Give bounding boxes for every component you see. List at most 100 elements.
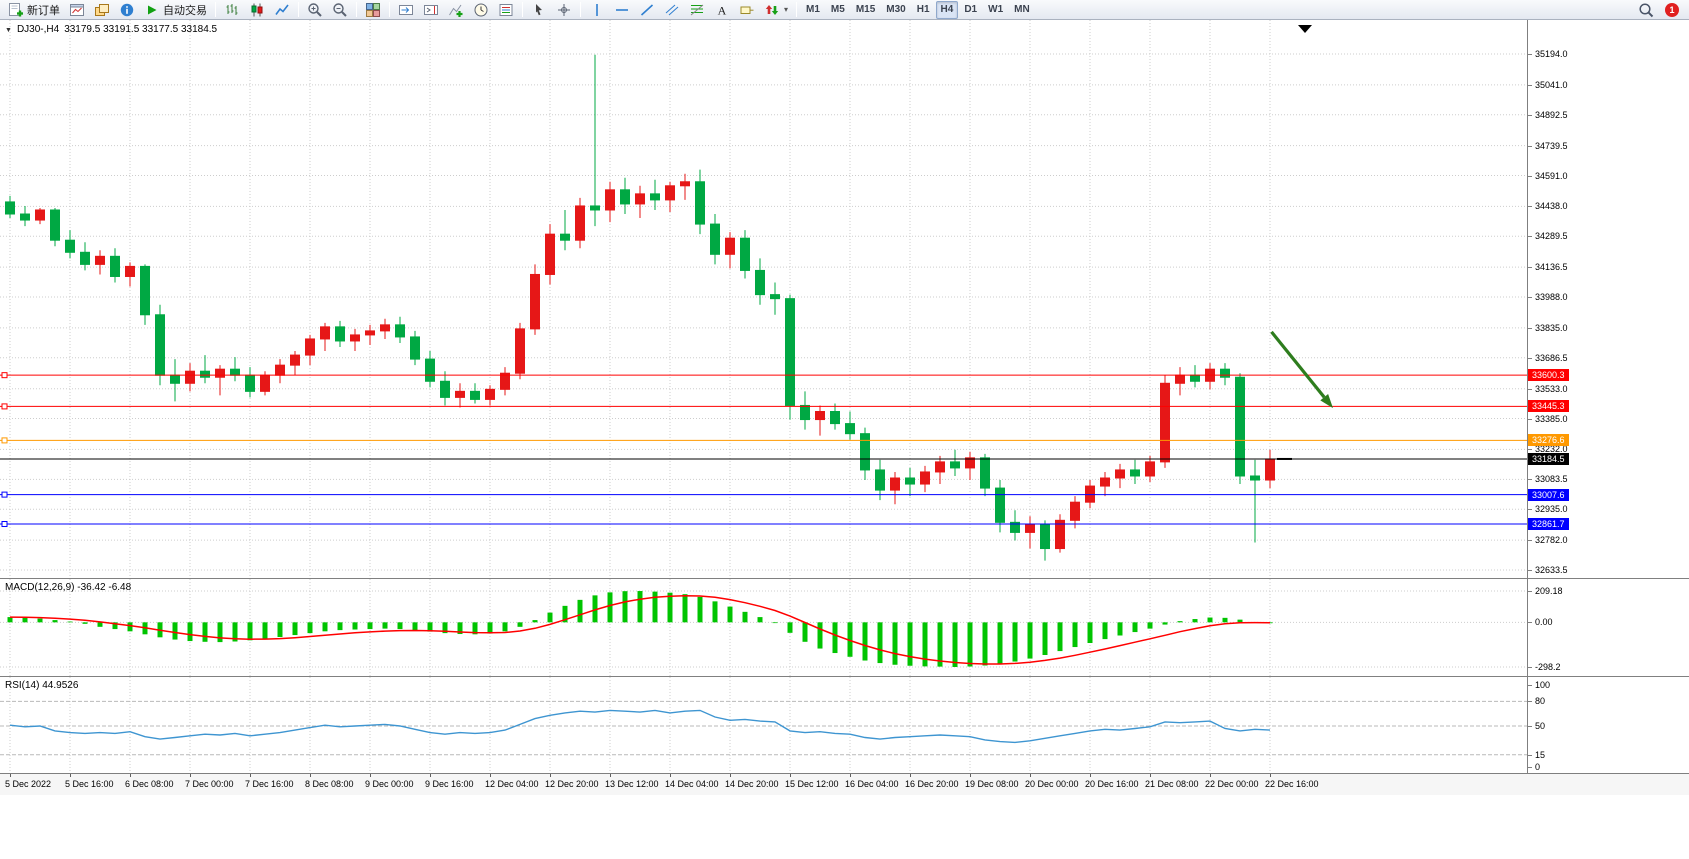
time-axis-label: 7 Dec 16:00	[245, 779, 294, 789]
arrows-button[interactable]	[760, 1, 792, 19]
timeframe-d1-button[interactable]: D1	[964, 4, 978, 15]
bars-chart-button[interactable]	[220, 1, 244, 19]
horizontal-line[interactable]	[0, 403, 1527, 410]
rsi-axis[interactable]: 100 80 50 15 0	[1527, 677, 1689, 773]
panel-splitter[interactable]	[0, 676, 1689, 677]
time-axis-tick	[850, 774, 851, 777]
time-axis-tick	[70, 774, 71, 777]
trendline-icon	[639, 2, 655, 18]
horizontal-line[interactable]	[0, 372, 1527, 379]
autotrading-button-label: 自动交易	[163, 4, 207, 17]
notifications-badge[interactable]: 1	[1665, 2, 1679, 17]
bottom-empty-area	[0, 795, 1689, 859]
fibo-icon	[689, 2, 705, 18]
new-order-icon	[8, 2, 24, 18]
info-icon	[119, 2, 135, 18]
price-line-tag: 33007.6	[1528, 488, 1569, 501]
time-axis-tick	[310, 774, 311, 777]
zoom-in-button[interactable]	[303, 1, 327, 19]
time-axis-tick	[490, 774, 491, 777]
timeframe-m30-button[interactable]: M30	[886, 4, 906, 15]
rsi-line	[9, 709, 1271, 744]
profiles-button[interactable]	[90, 1, 114, 19]
autotrading-icon	[144, 2, 160, 18]
channel-button[interactable]	[660, 1, 684, 19]
price-axis-label: 33083.5	[1528, 474, 1568, 485]
timeframe-h4-button[interactable]: H4	[935, 0, 959, 19]
rsi-label: RSI(14) 44.9526	[5, 680, 79, 691]
timeframe-w1-button[interactable]: W1	[988, 4, 1004, 15]
time-axis-tick	[190, 774, 191, 777]
macd-histogram	[7, 591, 1273, 667]
line-chart-button[interactable]	[270, 1, 294, 19]
horizontal-line[interactable]	[0, 437, 1527, 444]
templates-button[interactable]	[494, 1, 518, 19]
time-axis-label: 5 Dec 2022	[5, 779, 52, 789]
price-axis[interactable]: 35194.0 35041.0 34892.5 34739.5 34591.0 34438…	[1527, 20, 1689, 578]
horizontal-line-button[interactable]	[610, 1, 634, 19]
horizontal-line[interactable]	[0, 521, 1527, 528]
macd-signal-line	[9, 594, 1271, 665]
horizontal-line[interactable]	[0, 491, 1527, 498]
label-button[interactable]	[735, 1, 759, 19]
time-axis-tick	[970, 774, 971, 777]
profiles-icon	[94, 2, 110, 18]
vertical-line-button[interactable]	[585, 1, 609, 19]
text-button[interactable]: A	[710, 1, 734, 19]
arrow-annotation[interactable]	[1270, 330, 1334, 409]
price-line-tag: 33276.6	[1528, 434, 1569, 447]
time-axis-label: 22 Dec 16:00	[1265, 779, 1319, 789]
tile-windows-button[interactable]	[361, 1, 385, 19]
autotrading-button[interactable]: 自动交易	[140, 1, 211, 19]
indicators-button[interactable]	[444, 1, 468, 19]
chart-ohlc-title: DJ30-,H4 33179.5 33191.5 33177.5 33184.5	[5, 24, 217, 35]
macd-panel: 209.18 0.00 -298.2 MACD(12,26,9) -36.42 -6…	[0, 579, 1689, 676]
timeframe-mn-button[interactable]: MN	[1014, 4, 1030, 15]
price-line-tag: 33445.3	[1528, 400, 1569, 413]
price-axis-label: 33385.0	[1528, 413, 1568, 424]
grid-layer	[0, 579, 1527, 676]
toolbar-separator	[298, 2, 299, 17]
chart-shift-marker[interactable]	[1298, 25, 1312, 33]
new-order-button[interactable]: 新订单	[4, 1, 64, 19]
time-axis-label: 22 Dec 00:00	[1205, 779, 1259, 789]
rsi-chart[interactable]	[0, 677, 1527, 773]
crosshair-button[interactable]	[552, 1, 576, 19]
time-axis-tick	[1210, 774, 1211, 777]
auto-scroll-button[interactable]	[394, 1, 418, 19]
macd-chart[interactable]	[0, 579, 1527, 676]
timeframe-m1-button[interactable]: M1	[806, 4, 820, 15]
bars-chart-icon	[224, 2, 240, 18]
periods-button[interactable]	[469, 1, 493, 19]
panel-splitter[interactable]	[0, 578, 1689, 579]
price-axis-label: 33686.5	[1528, 352, 1568, 363]
price-axis-label: 32935.0	[1528, 504, 1568, 515]
chart-menu-icon[interactable]	[5, 24, 12, 35]
zoom-out-button[interactable]	[328, 1, 352, 19]
data-window-button[interactable]	[115, 1, 139, 19]
crosshair-icon	[556, 2, 572, 18]
time-axis[interactable]: 5 Dec 2022 5 Dec 16:00 6 Dec 08:00 7 Dec 00…	[0, 773, 1689, 795]
candles-chart-button[interactable]	[245, 1, 269, 19]
price-chart[interactable]	[0, 20, 1527, 578]
timeframe-m15-button[interactable]: M15	[855, 4, 876, 15]
fibonacci-button[interactable]	[685, 1, 709, 19]
timeframe-m5-button[interactable]: M5	[830, 4, 845, 15]
macd-axis[interactable]: 209.18 0.00 -298.2	[1527, 579, 1689, 676]
macd-axis-label: -298.2	[1528, 662, 1561, 672]
zoom-in-icon	[307, 2, 323, 18]
chart-shift-button[interactable]	[419, 1, 443, 19]
time-axis-label: 20 Dec 16:00	[1085, 779, 1139, 789]
label-icon	[739, 2, 755, 18]
cursor-button[interactable]	[527, 1, 551, 19]
time-axis-tick	[730, 774, 731, 777]
trendline-button[interactable]	[635, 1, 659, 19]
rsi-axis-label: 100	[1527, 680, 1551, 690]
search-button[interactable]	[1634, 1, 1658, 19]
new-chart-button[interactable]	[65, 1, 89, 19]
timeframe-h1-button[interactable]: H1	[916, 4, 930, 15]
toolbar-separator	[796, 2, 798, 17]
price-axis-label: 34438.0	[1528, 201, 1568, 212]
time-axis-label: 15 Dec 12:00	[785, 779, 839, 789]
time-axis-label: 14 Dec 04:00	[665, 779, 719, 789]
